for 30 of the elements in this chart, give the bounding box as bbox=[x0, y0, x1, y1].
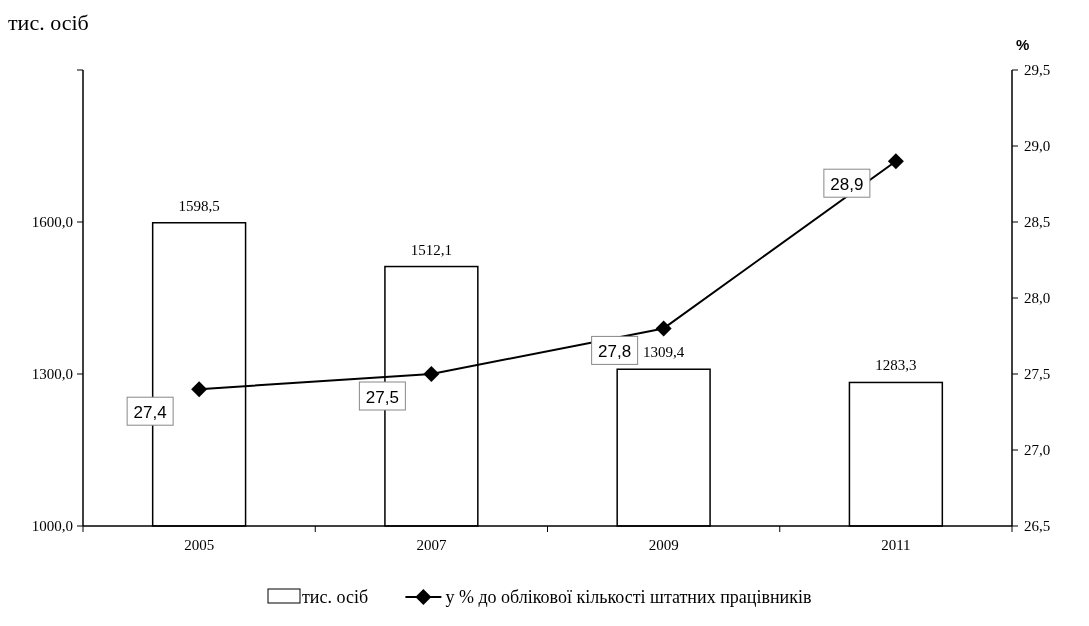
y-tick-label: 1600,0 bbox=[31, 214, 73, 230]
x-tick-label: 2011 bbox=[881, 537, 911, 553]
point bbox=[655, 320, 672, 337]
point bbox=[887, 153, 904, 170]
legend-label: у % до облікової кількості штатних працівників bbox=[445, 587, 812, 607]
y2-tick-label: 26,5 bbox=[1024, 518, 1051, 534]
y-tick-label: 1000,0 bbox=[31, 518, 73, 534]
y2-tick-label: 29,0 bbox=[1024, 138, 1051, 154]
x-tick-label: 2009 bbox=[648, 537, 679, 553]
data-label: 1598,5 bbox=[178, 197, 220, 214]
x-tick-label: 2005 bbox=[184, 537, 215, 553]
y2-tick-label: 28,0 bbox=[1024, 290, 1051, 306]
y2-tick-label: 27,0 bbox=[1024, 442, 1051, 458]
data-label: 1283,3 bbox=[875, 357, 917, 374]
x-tick-label: 2007 bbox=[416, 537, 447, 553]
data-label: 28,9 bbox=[830, 175, 864, 195]
y2-axis-title: % bbox=[1016, 36, 1030, 53]
y2-tick-label: 27,5 bbox=[1024, 366, 1051, 382]
data-label: 27,5 bbox=[365, 388, 399, 407]
y-axis-title: тис. осіб bbox=[8, 10, 89, 35]
y2-tick-label: 28,5 bbox=[1024, 214, 1051, 230]
y2-tick-label: 29,5 bbox=[1024, 62, 1051, 78]
y-tick-label: 1300,0 bbox=[31, 366, 73, 382]
point bbox=[191, 381, 208, 398]
data-label: 1512,1 bbox=[410, 241, 452, 258]
point bbox=[423, 366, 440, 382]
data-label: 27,4 bbox=[133, 403, 167, 423]
data-label: 27,8 bbox=[598, 342, 632, 362]
legend-label: тис. осіб bbox=[302, 587, 369, 607]
data-label: 1309,4 bbox=[643, 344, 685, 361]
